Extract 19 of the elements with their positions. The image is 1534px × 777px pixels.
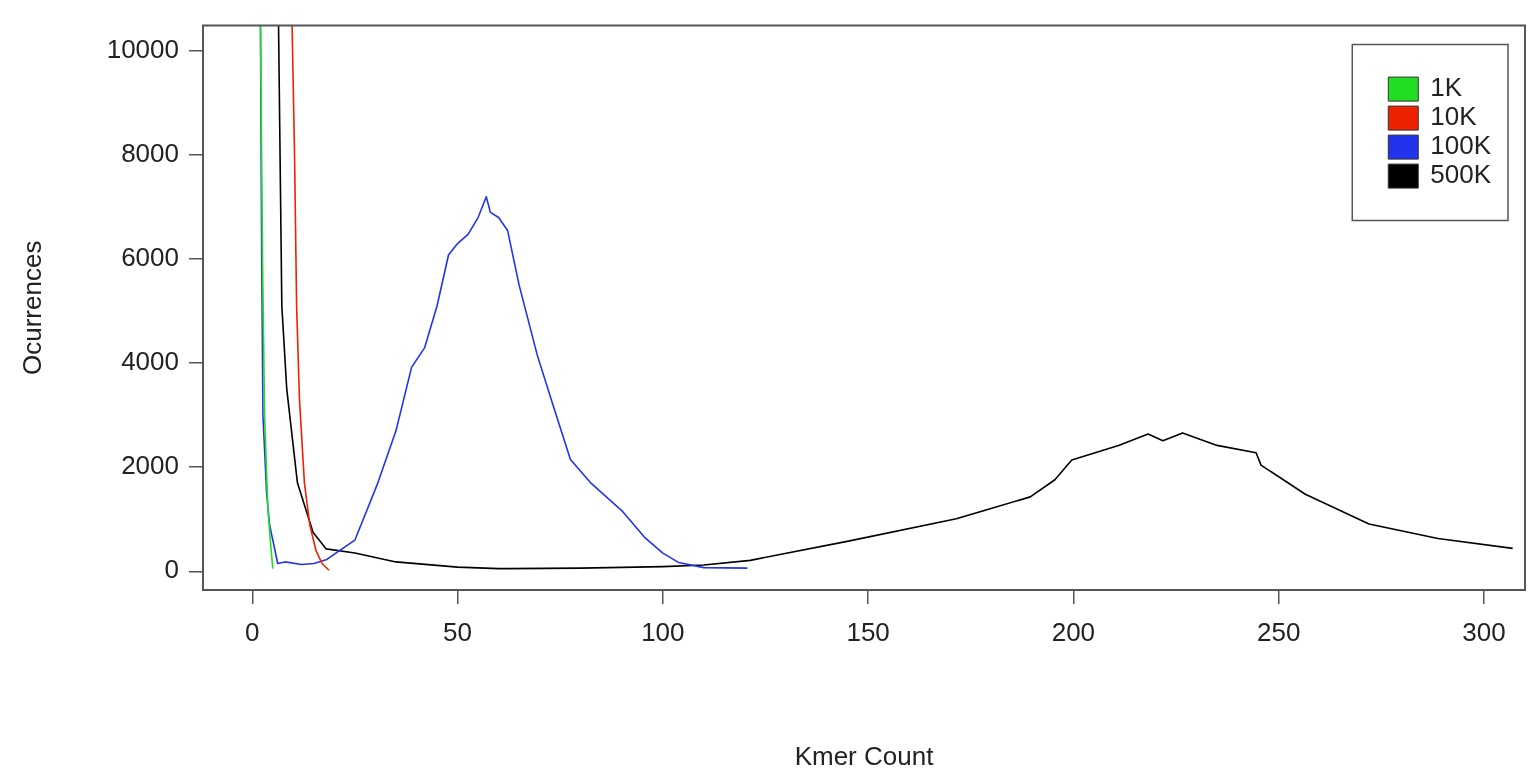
x-tick-label: 0 [245, 616, 260, 647]
legend-label: 500K [1430, 159, 1492, 190]
x-tick-label: 50 [443, 616, 473, 647]
y-tick-label: 0 [164, 554, 179, 585]
y-tick-label: 8000 [121, 138, 179, 169]
x-tick-label: 150 [846, 616, 890, 647]
y-axis-title: Ocurrences [16, 240, 47, 375]
x-axis-title: Kmer Count [794, 740, 935, 771]
legend-label: 100K [1430, 130, 1492, 161]
legend-label: 10K [1430, 101, 1478, 132]
y-tick-label: 4000 [121, 346, 179, 377]
legend-label: 1K [1430, 72, 1463, 103]
x-tick-label: 100 [641, 616, 685, 647]
y-tick-label: 6000 [121, 242, 179, 273]
x-tick-label: 300 [1462, 616, 1506, 647]
y-tick-label: 2000 [121, 450, 179, 481]
x-tick-label: 250 [1256, 616, 1301, 647]
y-tick-label: 10000 [106, 34, 179, 65]
x-tick-label: 200 [1051, 616, 1096, 647]
